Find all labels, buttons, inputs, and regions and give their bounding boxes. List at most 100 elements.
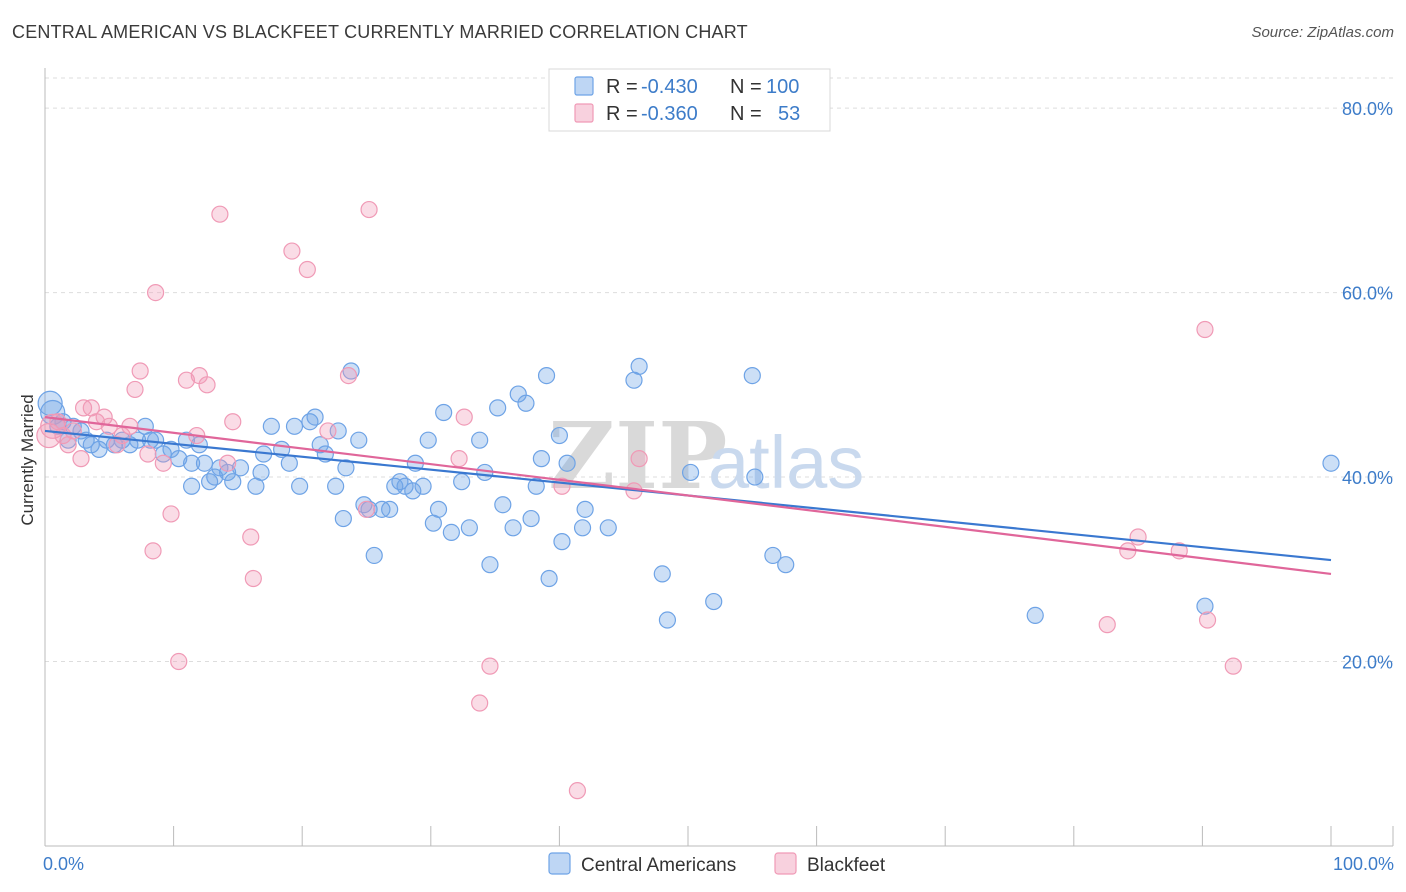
point-central-americans [301,413,319,431]
point-central-americans [504,519,522,537]
bottom-legend-swatch-central-americans [548,852,571,875]
point-central-americans [553,533,571,551]
point-central-americans [599,519,617,537]
point-blackfeet [471,694,489,712]
point-central-americans [429,500,448,518]
point-central-americans [183,454,201,472]
point-central-americans [183,477,201,495]
point-blackfeet [198,376,216,394]
point-blackfeet [1196,320,1214,339]
point-central-americans [558,454,576,472]
x-tick-labels: 0.0% 100.0% [43,854,1394,874]
legend-n-value: 53 [778,103,800,125]
point-central-americans [658,611,677,629]
point-blackfeet [162,505,180,523]
trend-line-blackfeet [44,416,1332,575]
legend-n-label: N = [730,103,762,125]
legend-r-value: -0.430 [641,76,698,98]
point-blackfeet [177,371,196,389]
point-blackfeet [244,569,262,588]
bottom-legend-swatch-blackfeet [774,852,797,875]
point-blackfeet [568,782,587,800]
watermark-zip: ZIP [548,402,727,510]
point-central-americans [489,399,507,417]
point-blackfeet [1224,657,1242,675]
series-blackfeet [36,200,1242,800]
point-central-americans [681,463,700,482]
legend-swatch-central-americans [574,76,594,96]
point-blackfeet [108,436,126,454]
point-central-americans [206,468,224,486]
point-central-americans [540,569,558,588]
point-blackfeet [481,657,499,675]
point-central-americans [306,408,324,426]
point-blackfeet [64,422,82,440]
bottom-legend-label-blackfeet: Blackfeet [807,855,886,876]
point-central-americans [327,477,345,495]
point-central-americans [527,477,545,495]
point-central-americans [494,496,512,514]
chart-title: CENTRAL AMERICAN VS BLACKFEET CURRENTLY … [12,22,748,42]
y-tick-label: 60.0% [1342,284,1393,304]
watermark-atlas: atlas [708,421,864,504]
series-central-americans [37,357,1340,629]
legend-r-value: -0.360 [641,103,698,125]
point-blackfeet [357,500,376,518]
point-blackfeet [211,205,229,223]
point-central-americans [355,496,373,514]
point-central-americans [1322,454,1340,472]
point-central-americans [537,367,556,385]
legend-swatch-blackfeet [574,103,594,123]
point-central-americans [365,546,383,565]
point-central-americans [705,592,723,611]
point-central-americans [262,417,280,435]
y-axis-label: Currently Married [18,394,37,525]
chart-source: Source: ZipAtlas.com [1251,24,1394,41]
bottom-legend-label-central-americans: Central Americans [581,855,736,876]
point-central-americans [414,477,432,495]
point-blackfeet [139,445,157,463]
point-blackfeet [283,242,301,260]
point-blackfeet [1198,611,1217,629]
legend-r-label: R = [606,76,638,98]
point-blackfeet [1098,616,1116,634]
point-blackfeet [131,362,149,380]
y-tick-labels: 20.0% 40.0% 60.0% 80.0% [1342,99,1393,672]
point-central-americans [573,519,592,537]
point-central-americans [201,473,219,491]
point-central-americans [342,362,360,380]
point-central-americans [764,546,782,565]
point-central-americans [381,500,399,518]
point-central-americans [746,468,764,486]
point-blackfeet [144,542,162,560]
bottom-legend: Central Americans Blackfeet [548,852,886,876]
point-central-americans [285,417,304,435]
legend-n-label: N = [730,76,762,98]
point-central-americans [576,500,594,518]
point-central-americans [350,431,368,449]
point-central-americans [334,509,352,528]
point-central-americans [517,394,535,412]
point-blackfeet [170,652,188,671]
point-central-americans [231,459,250,477]
point-central-americans [777,556,795,574]
point-central-americans [653,565,671,583]
point-blackfeet [219,454,237,472]
legend-n-value: 100 [766,76,799,98]
point-blackfeet [146,283,165,302]
point-central-americans [419,431,437,449]
point-blackfeet [630,450,648,468]
x-tick-label: 0.0% [43,854,84,874]
point-blackfeet [339,367,358,385]
point-blackfeet [224,413,242,431]
point-central-americans [337,459,355,477]
point-central-americans [471,431,489,449]
point-central-americans [442,523,460,542]
point-central-americans [743,367,761,385]
point-blackfeet [1129,528,1147,546]
y-tick-label: 40.0% [1342,468,1393,488]
point-central-americans [280,454,298,472]
y-tick-label: 80.0% [1342,99,1393,119]
point-central-americans [630,357,648,375]
